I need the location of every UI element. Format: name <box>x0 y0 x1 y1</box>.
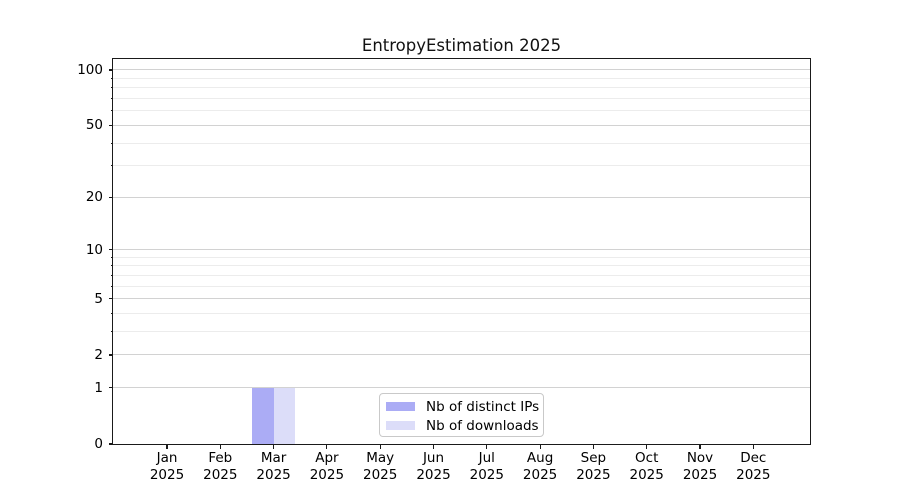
year-label: 2025 <box>363 467 398 483</box>
y-gridline-minor <box>113 313 810 315</box>
y-gridline-major <box>113 249 810 251</box>
year-label: 2025 <box>203 467 238 483</box>
y-axis-tick <box>108 196 113 198</box>
year-label: 2025 <box>576 467 611 483</box>
legend-entry: Nb of distinct IPs <box>380 397 543 416</box>
x-tick-label: Nov 2025 <box>668 450 732 484</box>
legend-swatch-icon <box>386 402 415 411</box>
year-label: 2025 <box>736 467 771 483</box>
y-gridline-major <box>113 354 810 356</box>
y-tick-label: 2 <box>94 346 103 363</box>
y-gridline-minor <box>113 98 810 99</box>
month-label: Nov <box>686 450 714 466</box>
x-tick-label: Jul 2025 <box>455 450 519 484</box>
legend-entry: Nb of downloads <box>380 416 543 435</box>
y-axis-tick <box>108 387 113 389</box>
x-axis-tick <box>219 444 221 449</box>
month-label: Apr <box>315 450 339 466</box>
y-tick-label: 10 <box>85 241 103 258</box>
y-tick-label: 50 <box>85 117 103 134</box>
x-tick-label: Feb 2025 <box>188 450 252 484</box>
chart-title: EntropyEstimation 2025 <box>361 36 562 55</box>
y-axis-tick <box>108 354 113 356</box>
month-label: Oct <box>635 450 659 466</box>
legend-swatch-icon <box>386 421 415 430</box>
month-label: May <box>366 450 395 466</box>
x-axis-tick <box>646 444 648 449</box>
x-tick-label: Mar 2025 <box>242 450 306 484</box>
month-label: Feb <box>208 450 233 466</box>
y-tick-label: 20 <box>85 189 103 206</box>
month-label: Aug <box>526 450 554 466</box>
y-gridline-minor <box>113 331 810 333</box>
left-spine <box>111 57 113 446</box>
x-tick-label: Sep 2025 <box>561 450 625 484</box>
x-tick-label: May 2025 <box>348 450 412 484</box>
bar-distinct-ips <box>252 387 274 444</box>
x-axis-tick <box>166 444 168 449</box>
bar-downloads <box>273 387 295 444</box>
x-axis-tick <box>699 444 701 449</box>
year-label: 2025 <box>416 467 451 483</box>
year-label: 2025 <box>469 467 504 483</box>
y-axis-tick <box>108 298 113 300</box>
y-axis-tick <box>108 443 113 445</box>
x-tick-label: Dec 2025 <box>721 450 785 484</box>
x-axis-tick <box>273 444 275 449</box>
month-label: Dec <box>740 450 767 466</box>
legend-label: Nb of downloads <box>426 417 539 434</box>
month-label: Jan <box>156 450 178 466</box>
legend-label: Nb of distinct IPs <box>426 398 540 415</box>
y-tick-label: 100 <box>77 61 103 78</box>
year-label: 2025 <box>256 467 291 483</box>
y-gridline-major <box>113 387 810 389</box>
top-spine <box>111 57 812 59</box>
y-gridline-minor <box>113 165 810 167</box>
x-axis-tick <box>379 444 381 449</box>
y-axis-tick <box>108 249 113 251</box>
x-axis-tick <box>539 444 541 449</box>
x-axis-tick <box>592 444 594 449</box>
y-tick-label: 5 <box>94 290 103 307</box>
legend: Nb of distinct IPs Nb of downloads <box>379 393 544 437</box>
year-label: 2025 <box>149 467 185 483</box>
month-label: Mar <box>260 450 287 466</box>
x-tick-label: Oct 2025 <box>615 450 679 484</box>
x-tick-label: Jan 2025 <box>135 450 199 484</box>
y-gridline-major <box>113 69 810 71</box>
y-gridline-minor <box>113 142 810 144</box>
x-axis-tick <box>752 444 754 449</box>
month-label: Jul <box>478 450 495 466</box>
x-tick-label: Aug 2025 <box>508 450 572 484</box>
right-spine <box>810 57 812 446</box>
y-gridline-minor <box>113 285 810 287</box>
y-gridline-minor <box>113 87 810 89</box>
y-axis-tick <box>108 69 113 71</box>
y-gridline-minor <box>113 265 810 267</box>
x-tick-label: Jun 2025 <box>402 450 466 484</box>
year-label: 2025 <box>522 467 558 483</box>
y-gridline-major <box>113 298 810 300</box>
month-label: Sep <box>580 450 607 466</box>
year-label: 2025 <box>682 467 718 483</box>
y-tick-label: 0 <box>94 436 103 452</box>
y-gridline-major <box>113 196 810 198</box>
y-gridline-minor <box>113 110 810 112</box>
month-label: Jun <box>422 450 445 466</box>
y-gridline-minor <box>113 256 810 258</box>
year-label: 2025 <box>309 467 345 483</box>
y-gridline-major <box>113 124 810 126</box>
x-axis-tick <box>432 444 435 449</box>
y-tick-label: 1 <box>94 379 103 396</box>
x-tick-label: Apr 2025 <box>295 450 359 484</box>
x-axis-tick <box>486 444 488 449</box>
year-label: 2025 <box>629 467 664 483</box>
y-axis-tick <box>108 124 113 126</box>
y-gridline-minor <box>113 77 810 79</box>
bottom-spine <box>111 444 812 446</box>
y-gridline-minor <box>113 274 810 276</box>
x-axis-tick <box>326 444 328 449</box>
